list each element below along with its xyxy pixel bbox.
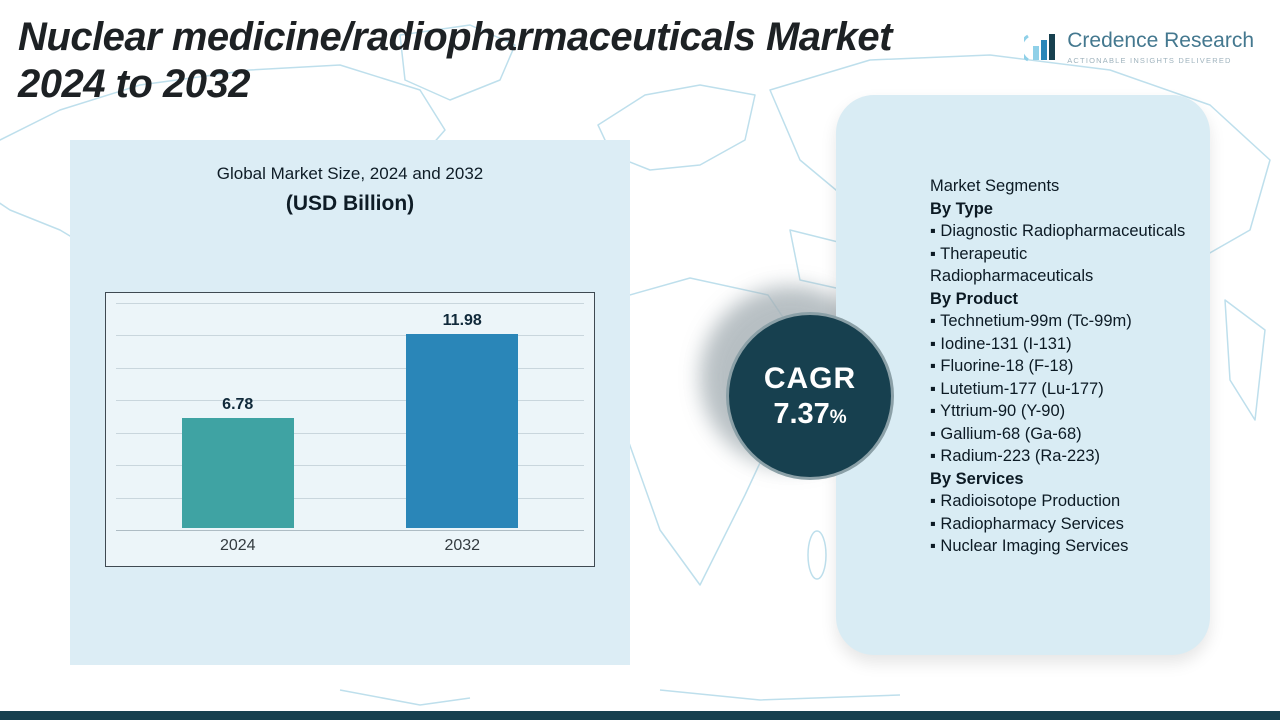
market-segments-list: Market Segments By Type ▪ Diagnostic Radi… bbox=[930, 175, 1188, 558]
chart-panel: Global Market Size, 2024 and 2032 (USD B… bbox=[70, 140, 630, 665]
segment-item: ▪ Radiopharmacy Services bbox=[930, 514, 1124, 533]
bar-2032 bbox=[406, 334, 519, 528]
segment-item: ▪ Therapeutic Radiopharmaceuticals bbox=[930, 244, 1094, 286]
cagr-label: CAGR bbox=[763, 361, 857, 395]
percent-sign: % bbox=[829, 406, 847, 428]
gridline bbox=[116, 498, 584, 499]
cagr-badge: CAGR 7.37% bbox=[726, 312, 894, 480]
segment-item: ▪ Gallium-68 (Ga-68) bbox=[930, 424, 1082, 443]
market-segments-panel: Market Segments By Type ▪ Diagnostic Radi… bbox=[836, 95, 1210, 655]
segment-item: ▪ Iodine-131 (I-131) bbox=[930, 334, 1072, 353]
segment-item: ▪ Radioisotope Production bbox=[930, 492, 1121, 510]
page-title-line1: Nuclear medicine/radiopharmaceuticals Ma… bbox=[18, 15, 892, 59]
segment-group-label: By Services bbox=[930, 469, 1024, 488]
gridline bbox=[116, 303, 584, 304]
logo-tagline: Actionable Insights Delivered bbox=[1067, 56, 1232, 66]
chart-title: Global Market Size, 2024 and 2032 bbox=[216, 164, 484, 183]
segment-group-label: By Product bbox=[930, 289, 1019, 308]
segment-item: ▪ Nuclear Imaging Services bbox=[930, 537, 1129, 555]
bar-group-2032: 11.98 bbox=[406, 312, 519, 528]
bar-group-2024: 6.78 bbox=[181, 396, 294, 528]
segment-item: ▪ Fluorine-18 (F-18) bbox=[930, 357, 1074, 375]
segment-group-label: By Type bbox=[930, 199, 993, 218]
page-title-line2: 2024 to 2032 bbox=[18, 61, 250, 106]
gridline bbox=[116, 368, 584, 369]
segment-item: ▪ Yttrium-90 (Y-90) bbox=[930, 402, 1066, 420]
bar-chart: 6.78 2024 11.98 2032 bbox=[105, 292, 595, 567]
footer-accent-bar bbox=[0, 711, 1280, 720]
x-axis-category-label: 2032 bbox=[444, 537, 481, 554]
gridline bbox=[116, 400, 584, 401]
bar-2024 bbox=[181, 418, 294, 528]
segment-item: ▪ Technetium-99m (Tc-99m) bbox=[930, 312, 1132, 330]
logo-text: Credence Research Actionable Insights De… bbox=[1067, 29, 1254, 66]
segment-item: ▪ Diagnostic Radiopharmaceuticals bbox=[930, 222, 1186, 240]
x-axis-line bbox=[116, 530, 584, 531]
bar-value-label: 6.78 bbox=[222, 396, 254, 413]
chart-subtitle: (USD Billion) bbox=[285, 192, 415, 215]
segment-item: ▪ Lutetium-177 (Lu-177) bbox=[930, 379, 1104, 398]
gridline bbox=[116, 433, 584, 434]
segment-item: ▪ Radium-223 (Ra-223) bbox=[930, 447, 1101, 465]
page-title: Nuclear medicine/radiopharmaceuticals Ma… bbox=[18, 14, 1018, 108]
bar-chart-logo-icon bbox=[1024, 34, 1056, 62]
cagr-value: 7.37% bbox=[773, 397, 847, 430]
segments-heading: Market Segments bbox=[930, 177, 1060, 195]
gridline bbox=[116, 335, 584, 336]
credence-research-logo: Credence Research Actionable Insights De… bbox=[1024, 29, 1254, 66]
x-axis-category-label: 2024 bbox=[219, 537, 256, 554]
gridline bbox=[116, 465, 584, 466]
logo-name: Credence Research bbox=[1067, 29, 1254, 52]
bar-value-label: 11.98 bbox=[442, 312, 482, 329]
segments-groups: By Type ▪ Diagnostic Radiopharmaceuticals… bbox=[930, 198, 1188, 558]
